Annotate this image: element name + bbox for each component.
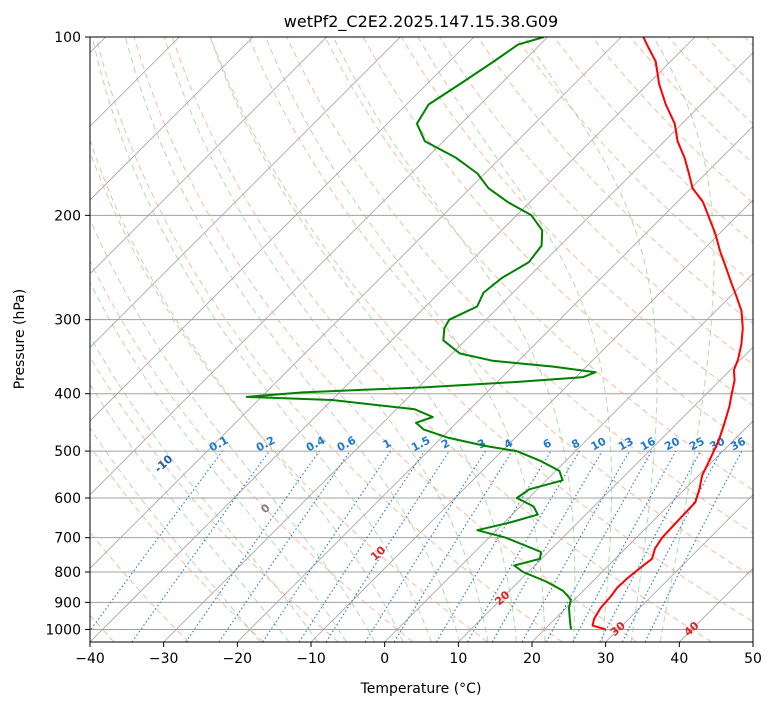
isotherm-line xyxy=(0,37,253,642)
isotherm-line xyxy=(753,37,775,642)
x-tick-label: 20 xyxy=(523,651,541,667)
x-tick-label: 10 xyxy=(449,651,467,667)
mixing-ratio-line xyxy=(600,451,701,642)
y-tick-label: 900 xyxy=(54,595,81,611)
mixing-ratio-label: 10 xyxy=(589,434,609,453)
chart-title: wetPf2_C2E2.2025.147.15.38.G09 xyxy=(284,12,558,32)
dry-adiabat-line xyxy=(58,37,488,642)
moist-adiabat-line xyxy=(164,37,488,642)
dry-adiabat-line xyxy=(20,37,413,642)
isotherm-line xyxy=(16,37,621,642)
moist-adiabat-line xyxy=(654,37,714,642)
y-tick-label: 200 xyxy=(54,208,81,224)
dry-adiabat-line xyxy=(745,37,775,642)
x-tick-label: −10 xyxy=(296,651,326,667)
moist-adiabat-line xyxy=(38,37,375,642)
temperature-profile-line xyxy=(593,37,743,629)
dry-adiabat-label: 40 xyxy=(682,619,702,639)
y-tick-label: 700 xyxy=(54,531,81,547)
mixing-ratio-label: 1 xyxy=(381,436,394,451)
x-axis-title: Temperature (°C) xyxy=(360,681,482,697)
dry-adiabat-line xyxy=(592,37,775,642)
dry-adiabat-line xyxy=(0,37,189,642)
x-tick-label: −30 xyxy=(149,651,179,667)
mixing-ratio-line xyxy=(326,451,449,642)
mixing-ratio-line xyxy=(82,451,223,642)
mixing-ratio-label: 20 xyxy=(662,434,682,453)
isobar-grid xyxy=(90,37,753,629)
moist-adiabat-line xyxy=(0,37,318,642)
y-tick-label: 500 xyxy=(54,444,81,460)
dry-adiabat-label: 30 xyxy=(608,619,628,639)
y-tick-label: 600 xyxy=(54,491,81,507)
y-tick-label: 100 xyxy=(54,30,81,46)
x-tick-label: −20 xyxy=(223,651,253,667)
moist-adiabat-line xyxy=(525,37,658,642)
moist-adiabat-line xyxy=(210,37,516,642)
x-tick-label: 30 xyxy=(597,651,615,667)
isotherm-line xyxy=(0,37,327,642)
mixing-ratio-line xyxy=(219,451,350,642)
y-tick-label: 400 xyxy=(54,387,81,403)
dry-adiabat-line xyxy=(96,37,562,642)
moist-adiabat-line xyxy=(266,37,545,642)
dry-adiabat-label: -10 xyxy=(152,452,176,475)
isotherm-line xyxy=(90,37,695,642)
dry-adiabat-line xyxy=(0,37,264,642)
x-tick-label: 40 xyxy=(670,651,688,667)
moist-adiabat-line xyxy=(0,37,260,642)
mixing-ratio-line xyxy=(263,451,391,642)
dry-adiabat-line xyxy=(668,37,775,642)
x-axis-ticks: −40 −30 −20 −10 0 10 20 30 40 50 xyxy=(75,642,762,667)
adiabat-labels: 0.10.20.40.611.52346810131620253036-100-… xyxy=(0,47,748,639)
mixing-ratio-label: 36 xyxy=(728,435,748,454)
isotherm-line xyxy=(0,37,548,642)
dewpoint-profile-line xyxy=(247,37,596,629)
mixing-ratio-line xyxy=(573,451,676,642)
y-tick-label: 1000 xyxy=(45,622,81,638)
mixing-ratio-line xyxy=(436,451,551,642)
isotherm-line xyxy=(164,37,769,642)
dry-adiabat-label: -30 xyxy=(0,363,1,386)
x-tick-label: 0 xyxy=(380,651,389,667)
dry-adiabat-label: -20 xyxy=(60,408,84,431)
isotherm-line xyxy=(679,37,775,642)
dry-adiabat-line xyxy=(516,37,775,642)
moist-adiabat-line xyxy=(0,37,289,642)
isotherm-line xyxy=(0,37,400,642)
isotherm-line xyxy=(458,37,775,642)
x-tick-label: 50 xyxy=(744,651,762,667)
isotherm-line xyxy=(0,37,474,642)
isotherm-line xyxy=(237,37,775,642)
y-tick-label: 300 xyxy=(54,313,81,329)
mixing-ratio-label: 25 xyxy=(687,435,707,454)
y-tick-label: 800 xyxy=(54,565,81,581)
dry-adiabat-line xyxy=(0,37,338,642)
x-tick-label: −40 xyxy=(75,651,105,667)
dry-adiabat-line xyxy=(478,37,775,642)
y-axis-title: Pressure (hPa) xyxy=(12,289,28,389)
mixing-ratio-label: 6 xyxy=(541,436,554,451)
y-axis-ticks: 100 200 300 400 500 600 700 800 900 1000 xyxy=(45,30,90,638)
mixing-ratio-label: 13 xyxy=(616,435,636,454)
profile-series xyxy=(247,37,743,629)
mixing-ratio-line xyxy=(522,451,629,642)
moist-adiabat-line xyxy=(418,37,612,642)
moist-adiabat-line xyxy=(63,37,403,642)
mixing-ratio-lines xyxy=(82,451,742,642)
plot-area: 0.10.20.40.611.52346810131620253036-100-… xyxy=(0,37,775,642)
mixing-ratio-label: 16 xyxy=(638,435,658,454)
mixing-ratio-label: 8 xyxy=(569,436,582,451)
mixing-ratio-line xyxy=(365,451,485,642)
dry-adiabat-line xyxy=(707,37,775,642)
mixing-ratio-line xyxy=(299,451,424,642)
